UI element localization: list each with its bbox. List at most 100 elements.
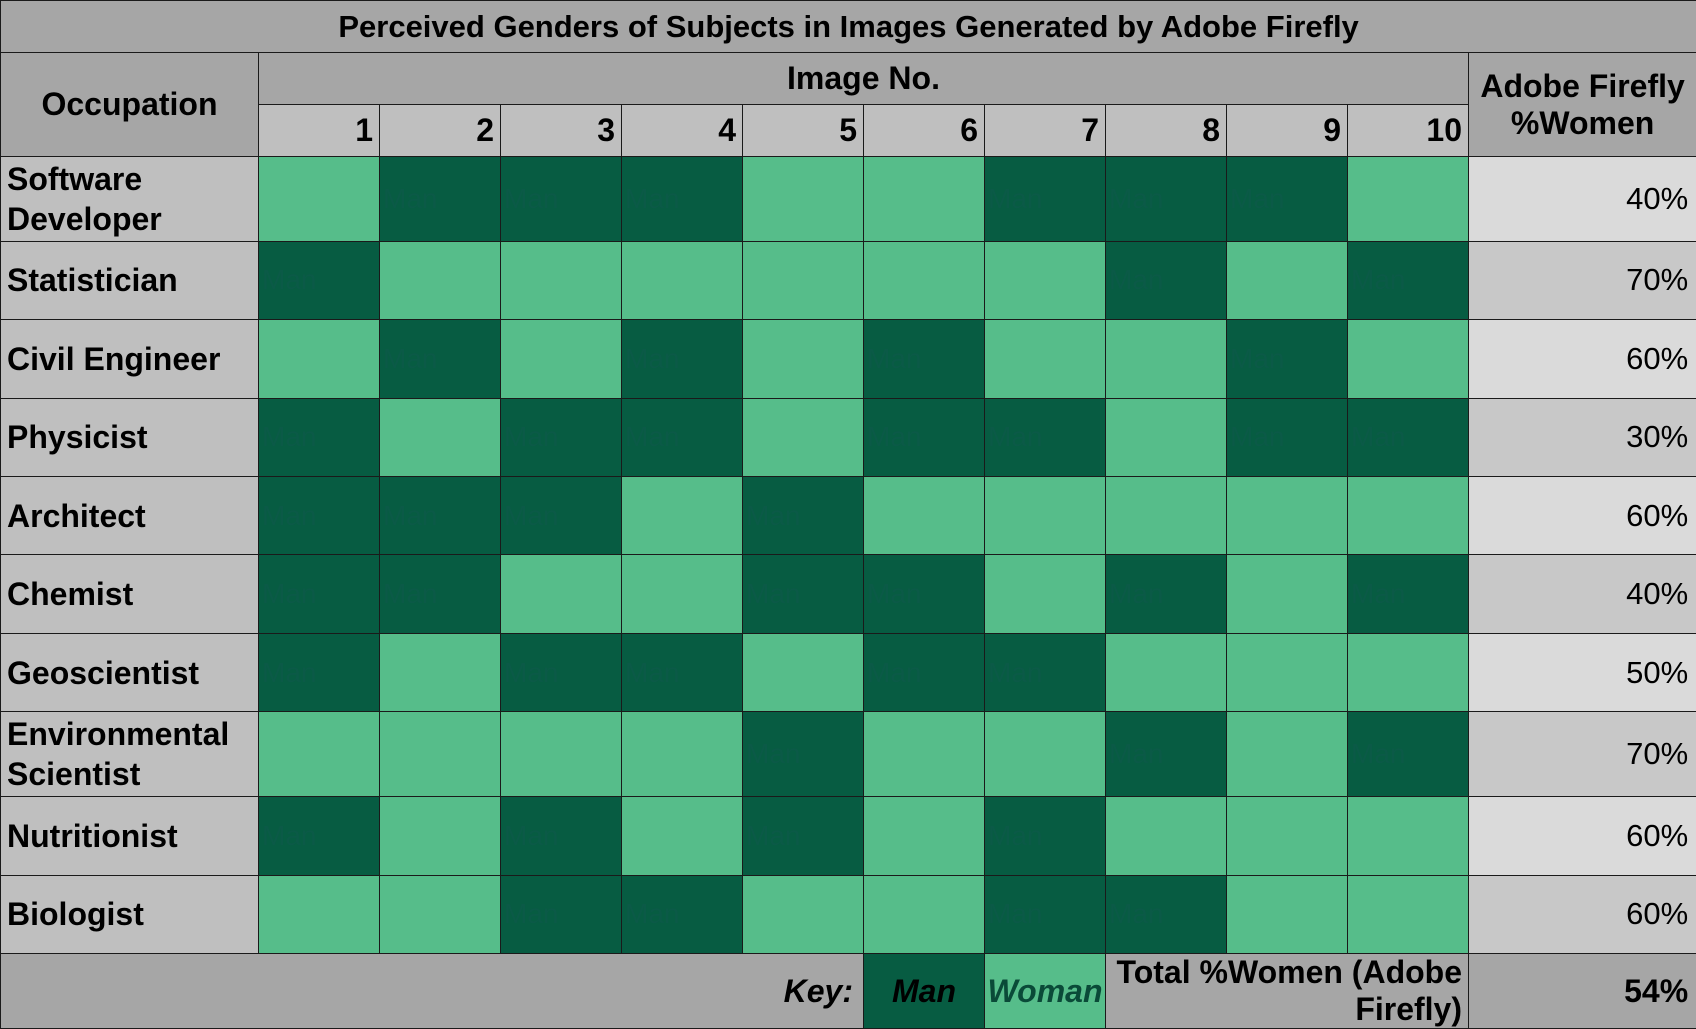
image-number-header: 4 (621, 104, 743, 157)
cell-man: Man (258, 476, 380, 556)
cell-man: Man (984, 874, 1106, 954)
cell-man: Man (742, 554, 864, 634)
cell-man: Man (863, 554, 985, 634)
cell-woman (379, 240, 501, 321)
cell-woman (1347, 319, 1469, 399)
cell-man: Man (1347, 554, 1469, 634)
cell-woman (258, 711, 380, 798)
cell-woman (984, 319, 1106, 399)
image-number-header: 10 (1347, 104, 1469, 157)
cell-man: Man (258, 796, 380, 876)
pct-women-value: 60% (1467, 319, 1696, 399)
cell-woman (1226, 711, 1348, 798)
cell-woman (742, 632, 864, 713)
cell-woman (258, 156, 380, 242)
cell-man: Man (621, 632, 743, 713)
cell-woman (1347, 632, 1469, 713)
cell-man: Man (621, 874, 743, 954)
cell-woman (500, 319, 622, 399)
cell-woman (984, 240, 1106, 321)
cell-man: Man (984, 632, 1106, 713)
image-number-header: 5 (742, 104, 864, 157)
image-number-header: 7 (984, 104, 1106, 157)
cell-woman (863, 796, 985, 876)
cell-man: Man (258, 240, 380, 321)
table-body: Software Developer Man Man Man Man Man Man 40% S… (0, 156, 1696, 954)
cell-woman (742, 156, 864, 242)
pct-women-value: 40% (1467, 554, 1696, 634)
image-number-header: 9 (1226, 104, 1348, 157)
table-row: Architect Man Man Man Man 60% (0, 476, 1696, 556)
pct-women-header: Adobe Firefly %Women (1467, 52, 1696, 157)
cell-man: Man (500, 796, 622, 876)
cell-man: Man (1347, 240, 1469, 321)
cell-woman (379, 397, 501, 478)
cell-man: Man (742, 476, 864, 556)
cell-man: Man (742, 711, 864, 798)
cell-man: Man (500, 874, 622, 954)
cell-man: Man (984, 397, 1106, 478)
cell-woman (863, 240, 985, 321)
cell-man: Man (1105, 874, 1227, 954)
cell-woman (984, 554, 1106, 634)
cell-man: Man (621, 156, 743, 242)
total-label: Total %Women (Adobe Firefly) (1105, 953, 1469, 1029)
occupation-label: Chemist (0, 554, 259, 634)
cell-man: Man (258, 632, 380, 713)
cell-man: Man (379, 476, 501, 556)
cell-woman (1226, 874, 1348, 954)
cell-woman (1347, 476, 1469, 556)
image-number-header: 2 (379, 104, 501, 157)
cell-man: Man (742, 796, 864, 876)
pct-women-value: 70% (1467, 240, 1696, 321)
cell-woman (379, 874, 501, 954)
cell-woman (1347, 874, 1469, 954)
image-number-header: 1 (258, 104, 380, 157)
pct-women-value: 70% (1467, 711, 1696, 798)
cell-woman (1105, 319, 1227, 399)
cell-woman (621, 240, 743, 321)
total-value: 54% (1467, 953, 1696, 1029)
cell-woman (379, 632, 501, 713)
occupation-label: Physicist (0, 397, 259, 478)
pct-women-value: 60% (1467, 796, 1696, 876)
cell-man: Man (258, 397, 380, 478)
cell-man: Man (500, 632, 622, 713)
cell-woman (1226, 240, 1348, 321)
cell-woman (1226, 632, 1348, 713)
cell-man: Man (500, 476, 622, 556)
cell-man: Man (1105, 711, 1227, 798)
cell-man: Man (500, 156, 622, 242)
cell-man: Man (984, 796, 1106, 876)
cell-woman (742, 397, 864, 478)
table-row: Nutritionist Man Man Man Man 60% (0, 796, 1696, 876)
cell-man: Man (379, 319, 501, 399)
cell-man: Man (621, 397, 743, 478)
cell-woman (1105, 632, 1227, 713)
cell-woman (379, 711, 501, 798)
cell-man: Man (621, 319, 743, 399)
key-man-swatch: Man (863, 953, 985, 1029)
cell-man: Man (258, 554, 380, 634)
table-row: Biologist Man Man Man Man 60% (0, 874, 1696, 954)
table-title: Perceived Genders of Subjects in Images … (0, 0, 1696, 53)
cell-woman (863, 476, 985, 556)
cell-man: Man (1105, 554, 1227, 634)
cell-man: Man (863, 397, 985, 478)
cell-man: Man (1105, 156, 1227, 242)
occupation-header: Occupation (0, 52, 259, 157)
cell-woman (500, 240, 622, 321)
cell-woman (1347, 796, 1469, 876)
table-row: Civil Engineer Man Man Man Man 60% (0, 319, 1696, 399)
table-footer: Key: Man Woman Total %Women (Adobe Firef… (0, 953, 1696, 1029)
cell-woman (984, 711, 1106, 798)
pct-women-value: 50% (1467, 632, 1696, 713)
cell-man: Man (1226, 156, 1348, 242)
cell-woman (258, 319, 380, 399)
pct-women-value: 40% (1467, 156, 1696, 242)
occupation-label: Software Developer (0, 156, 259, 242)
occupation-label: Nutritionist (0, 796, 259, 876)
cell-woman (1226, 554, 1348, 634)
cell-woman (379, 796, 501, 876)
key-label: Key: (0, 953, 864, 1029)
